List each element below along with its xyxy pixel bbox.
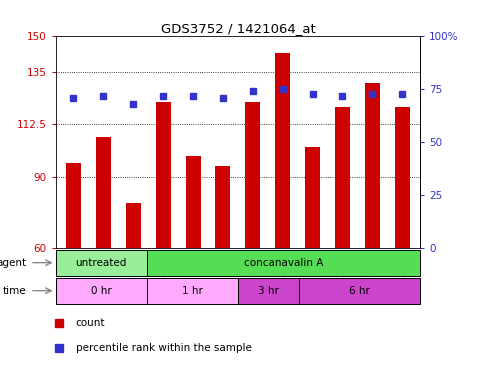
Bar — [275, 53, 290, 248]
Text: 6 hr: 6 hr — [349, 286, 370, 296]
Title: GDS3752 / 1421064_at: GDS3752 / 1421064_at — [160, 22, 315, 35]
Bar — [96, 137, 111, 248]
Text: time: time — [3, 286, 27, 296]
Bar — [156, 102, 170, 248]
Bar — [305, 147, 320, 248]
Bar — [365, 83, 380, 248]
Bar — [56, 250, 147, 276]
Text: count: count — [76, 318, 105, 328]
Text: concanavalin A: concanavalin A — [244, 258, 323, 268]
Bar — [298, 278, 420, 304]
Text: agent: agent — [0, 258, 27, 268]
Text: 3 hr: 3 hr — [258, 286, 279, 296]
Text: 0 hr: 0 hr — [91, 286, 112, 296]
Text: percentile rank within the sample: percentile rank within the sample — [76, 343, 252, 353]
Bar — [185, 156, 200, 248]
Bar — [395, 107, 410, 248]
Bar — [66, 163, 81, 248]
Bar — [238, 278, 298, 304]
Bar — [215, 166, 230, 248]
Bar — [147, 250, 420, 276]
Bar — [126, 203, 141, 248]
Bar — [56, 278, 147, 304]
Bar — [335, 107, 350, 248]
Text: 1 hr: 1 hr — [182, 286, 203, 296]
Bar — [147, 278, 238, 304]
Bar — [245, 102, 260, 248]
Text: untreated: untreated — [75, 258, 127, 268]
